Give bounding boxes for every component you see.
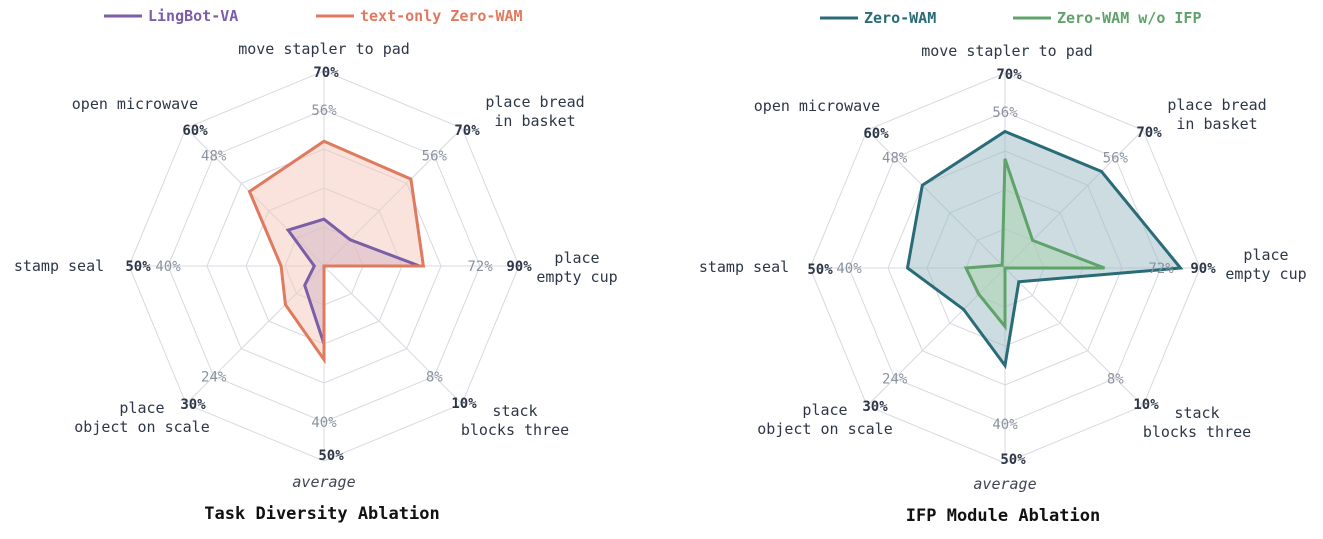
chart-2-category-label-move-stapler-to-pad: move stapler to pad [921,42,1093,60]
chart-2-legend-label-zero-wam: Zero-WAM [864,9,936,27]
chart-1-category-label-stamp-seal: stamp seal [14,257,104,275]
chart-2-series-line-zero-wam [905,129,1184,370]
chart-1-category-label-place-empty-cup-line-1: place [554,249,599,267]
chart-1-category-label-place-object-on-scale-line-1: place [119,399,164,417]
chart-2-category-label-open-microwave: open microwave [754,97,880,115]
chart-1-title: Task Diversity Ablation [204,504,439,524]
chart-1-max-label-4: 10% [451,396,477,412]
chart-2-category-label-stack-blocks-three-line-1: stack [1174,404,1219,422]
chart-1-category-label-open-microwave: open microwave [72,95,198,113]
chart-1-max-label-5: 50% [318,448,344,464]
chart-2-category-label-average: average [973,475,1036,493]
chart-1-tick-label-7: 40% [155,259,181,275]
chart-1-category-label-place-bread-in-basket-line-2: in basket [494,112,575,130]
chart-2-category-label-stack-blocks-three-line-2: blocks three [1143,423,1251,441]
chart-2-category-label-place-object-on-scale-line-2: object on scale [757,420,892,438]
chart-1-tick-label-2: 56% [422,149,448,165]
chart-2-max-label-2: 70% [1136,125,1162,141]
chart-2-max-label-6: 30% [862,399,888,415]
chart-2-max-label-3: 90% [1190,261,1216,277]
chart-2-tick-label-4: 8% [1107,371,1124,387]
chart-1-tick-label-4: 8% [426,369,443,385]
chart-2-category-label-stamp-seal: stamp seal [699,258,789,276]
chart-2-max-label-4: 10% [1133,397,1159,413]
chart-1-tick-label-1: 56% [311,103,337,119]
chart-1-category-label-stack-blocks-three-line-2: blocks three [461,421,569,439]
chart-1-max-label-7: 50% [125,259,151,275]
chart-1-category-label-stack-blocks-three-line-1: stack [492,402,537,420]
chart-2-category-label-place-bread-in-basket-line-2: in basket [1176,115,1257,133]
chart-2-tick-label-5: 40% [992,417,1018,433]
chart-1-max-label-1: 70% [313,65,339,81]
chart-1-legend-label-lingbot-va: LingBot-VA [148,7,238,25]
chart-1-category-label-place-bread-in-basket-line-1: place bread [485,93,584,111]
chart-1-tick-label-8: 48% [201,149,227,165]
chart-1-max-label-8: 60% [182,123,208,139]
chart-1-tick-label-5: 40% [311,415,337,431]
chart-2-tick-label-8: 48% [882,151,908,167]
chart-1-series-area-text-only-zero-wam [249,141,424,360]
chart-2-tick-label-1: 56% [992,105,1018,121]
chart-2-category-label-place-empty-cup-line-1: place [1243,246,1288,264]
chart-1-tick-label-3: 72% [467,259,493,275]
chart-1-category-label-move-stapler-to-pad: move stapler to pad [238,40,410,58]
chart-2-max-label-5: 50% [1000,452,1026,468]
chart-2-legend-label-zero-wam-w-o-ifp: Zero-WAM w/o IFP [1057,9,1202,27]
chart-2-category-label-place-bread-in-basket-line-1: place bread [1167,96,1266,114]
chart-2-tick-label-6: 24% [882,371,908,387]
chart-1-max-label-3: 90% [506,259,532,275]
chart-1-category-label-place-object-on-scale-line-2: object on scale [74,418,209,436]
chart-2-category-label-place-empty-cup-line-2: empty cup [1225,265,1306,283]
chart-1-axis-spoke-4 [323,265,463,405]
chart-1-max-label-2: 70% [454,123,480,139]
chart-2-max-label-8: 60% [863,126,889,142]
chart-2-tick-label-3: 72% [1148,261,1174,277]
chart-2-title: IFP Module Ablation [906,506,1100,526]
chart-1-series-line-text-only-zero-wam [247,139,426,365]
chart-1-category-label-average: average [292,473,355,491]
chart-2-tick-label-2: 56% [1103,151,1129,167]
chart-2-category-label-place-object-on-scale-line-1: place [802,401,847,419]
chart-1-legend-label-text-only-zero-wam: text-only Zero-WAM [360,7,523,25]
chart-2-max-label-1: 70% [996,67,1022,83]
chart-2-series-line-zero-wam-w-o-ifp [963,158,1106,331]
chart-2-axis-spoke-4 [1004,267,1144,407]
chart-1-category-label-place-empty-cup-line-2: empty cup [536,268,617,286]
chart-1-max-label-6: 30% [180,397,206,413]
chart-2-tick-label-7: 40% [836,261,862,277]
chart-1-tick-label-6: 24% [201,369,227,385]
chart-2-max-label-7: 50% [807,262,833,278]
